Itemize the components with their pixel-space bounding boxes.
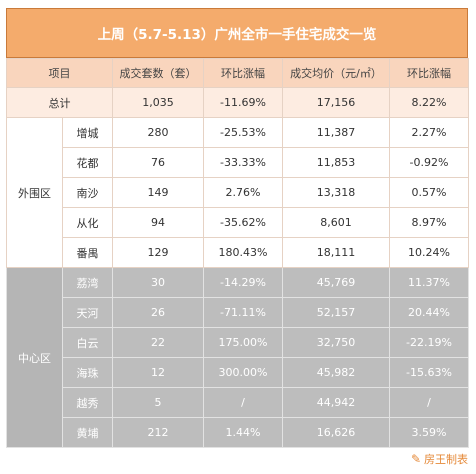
cell-units: 149 xyxy=(112,177,204,208)
cell-units-change: -33.33% xyxy=(203,147,283,178)
table-row: 番禺 129 180.43% 18,111 10.24% xyxy=(7,237,469,268)
region-label: 外围区 xyxy=(6,117,63,268)
total-price-change: 8.22% xyxy=(389,87,469,118)
cell-price: 8,601 xyxy=(282,207,390,238)
cell-units-change: / xyxy=(203,387,283,418)
cell-district: 南沙 xyxy=(62,177,113,208)
cell-price-change: -15.63% xyxy=(389,357,469,388)
cell-price: 52,157 xyxy=(282,297,390,328)
table-row: 白云 22 175.00% 32,750 -22.19% xyxy=(7,327,469,358)
cell-units-change: 300.00% xyxy=(203,357,283,388)
cell-price-change: / xyxy=(389,387,469,418)
region-label: 中心区 xyxy=(6,267,63,448)
cell-price: 11,853 xyxy=(282,147,390,178)
watermark-text: 房王制表 xyxy=(424,453,468,466)
cell-units-change: 2.76% xyxy=(203,177,283,208)
cell-price-change: 20.44% xyxy=(389,297,469,328)
cell-district: 海珠 xyxy=(62,357,113,388)
cell-price-change: 3.59% xyxy=(389,417,469,448)
cell-units-change: -71.11% xyxy=(203,297,283,328)
cell-units: 22 xyxy=(112,327,204,358)
cell-price-change: 10.24% xyxy=(389,237,469,268)
total-row: 总计 1,035 -11.69% 17,156 8.22% xyxy=(6,87,469,118)
cell-price: 13,318 xyxy=(282,177,390,208)
cell-units: 212 xyxy=(112,417,204,448)
cell-district: 越秀 xyxy=(62,387,113,418)
cell-district: 番禺 xyxy=(62,237,113,268)
cell-price-change: 0.57% xyxy=(389,177,469,208)
cell-units: 5 xyxy=(112,387,204,418)
cell-units: 280 xyxy=(112,117,204,148)
cell-units: 26 xyxy=(112,297,204,328)
cell-district: 增城 xyxy=(62,117,113,148)
header-units: 成交套数（套） xyxy=(112,58,204,88)
brush-icon: ✎ xyxy=(410,452,421,466)
watermark: ✎ 房王制表 xyxy=(411,451,468,467)
total-price: 17,156 xyxy=(282,87,390,118)
cell-units-change: 175.00% xyxy=(203,327,283,358)
cell-price: 16,626 xyxy=(282,417,390,448)
header-price-change: 环比涨幅 xyxy=(389,58,469,88)
table-row: 从化 94 -35.62% 8,601 8.97% xyxy=(7,207,469,238)
header-price: 成交均价（元/㎡） xyxy=(282,58,390,88)
table-row: 黄埔 212 1.44% 16,626 3.59% xyxy=(7,417,469,448)
cell-district: 花都 xyxy=(62,147,113,178)
total-units: 1,035 xyxy=(112,87,204,118)
table-row: 天河 26 -71.11% 52,157 20.44% xyxy=(7,297,469,328)
transaction-table: 项目 成交套数（套） 环比涨幅 成交均价（元/㎡） 环比涨幅 总计 1,035 … xyxy=(6,58,469,448)
table-body: 项目 成交套数（套） 环比涨幅 成交均价（元/㎡） 环比涨幅 总计 1,035 … xyxy=(6,58,469,448)
table-row: 花都 76 -33.33% 11,853 -0.92% xyxy=(7,147,469,178)
cell-price: 45,769 xyxy=(282,267,390,298)
header-item: 项目 xyxy=(6,58,113,88)
cell-price: 44,942 xyxy=(282,387,390,418)
cell-units-change: -35.62% xyxy=(203,207,283,238)
total-units-change: -11.69% xyxy=(203,87,283,118)
table-title: 上周（5.7-5.13）广州全市一手住宅成交一览 xyxy=(6,8,468,58)
table-row: 中心区 荔湾 30 -14.29% 45,769 11.37% xyxy=(6,267,469,448)
cell-price: 32,750 xyxy=(282,327,390,358)
cell-district: 从化 xyxy=(62,207,113,238)
cell-units-change: 1.44% xyxy=(203,417,283,448)
cell-district: 天河 xyxy=(62,297,113,328)
cell-district: 黄埔 xyxy=(62,417,113,448)
cell-price: 11,387 xyxy=(282,117,390,148)
cell-units: 30 xyxy=(112,267,204,298)
table-row: 南沙 149 2.76% 13,318 0.57% xyxy=(7,177,469,208)
table-row: 外围区 增城 280 -25.53% 11,387 2.27% xyxy=(6,117,469,268)
cell-units: 76 xyxy=(112,147,204,178)
cell-units-change: -25.53% xyxy=(203,117,283,148)
cell-units-change: -14.29% xyxy=(203,267,283,298)
cell-price-change: -22.19% xyxy=(389,327,469,358)
cell-units: 129 xyxy=(112,237,204,268)
table-row: 海珠 12 300.00% 45,982 -15.63% xyxy=(7,357,469,388)
cell-price-change: 2.27% xyxy=(389,117,469,148)
cell-price: 45,982 xyxy=(282,357,390,388)
cell-units-change: 180.43% xyxy=(203,237,283,268)
header-units-change: 环比涨幅 xyxy=(203,58,283,88)
cell-price-change: 11.37% xyxy=(389,267,469,298)
total-label: 总计 xyxy=(6,87,113,118)
table-row: 越秀 5/44,942/ xyxy=(7,387,469,418)
cell-price-change: -0.92% xyxy=(389,147,469,178)
cell-price-change: 8.97% xyxy=(389,207,469,238)
cell-district: 荔湾 xyxy=(62,267,113,298)
cell-units: 12 xyxy=(112,357,204,388)
cell-price: 18,111 xyxy=(282,237,390,268)
cell-district: 白云 xyxy=(62,327,113,358)
header-row: 项目 成交套数（套） 环比涨幅 成交均价（元/㎡） 环比涨幅 xyxy=(6,58,469,88)
cell-units: 94 xyxy=(112,207,204,238)
